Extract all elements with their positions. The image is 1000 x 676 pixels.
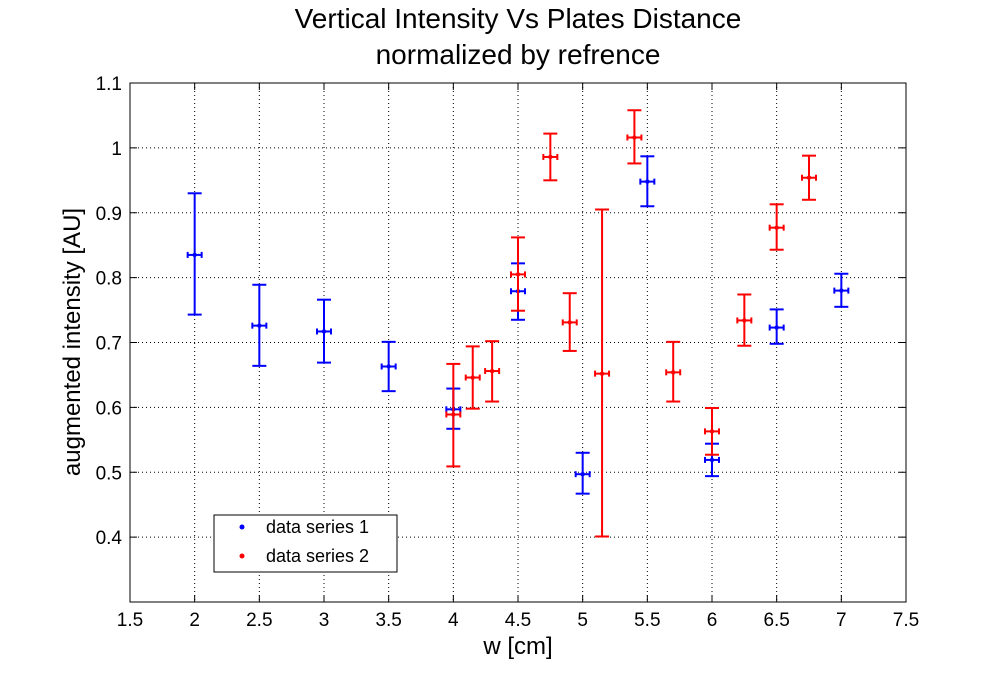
x-tick-label: 5.5: [634, 610, 660, 631]
data-point: [709, 429, 715, 434]
data-point: [632, 135, 637, 140]
x-tick-label: 1.5: [117, 610, 143, 631]
x-tick-label: 2.5: [246, 610, 272, 631]
chart-title-line-1: Vertical Intensity Vs Plates Distance: [295, 3, 742, 34]
data-point: [774, 325, 779, 330]
x-tick-label: 4.5: [505, 610, 531, 631]
y-tick-label: 0.9: [96, 204, 122, 225]
data-point: [257, 323, 262, 328]
x-tick-label: 6.5: [763, 610, 789, 631]
data-point: [839, 288, 844, 293]
x-tick-label: 4: [448, 610, 459, 631]
data-point: [548, 154, 553, 160]
series-2: [445, 109, 817, 538]
x-tick-label: 6: [707, 610, 718, 631]
data-point: [806, 175, 812, 180]
legend: data series 1 data series 2: [213, 514, 398, 573]
data-point: [567, 320, 572, 325]
data-point: [742, 318, 747, 323]
data-point: [671, 370, 676, 375]
y-tick-label: 1.1: [96, 74, 122, 95]
y-tick-label: 0.7: [96, 334, 122, 355]
data-point: [580, 471, 585, 477]
legend-label-series-1: data series 1: [266, 517, 369, 537]
data-point: [515, 272, 521, 277]
x-tick-label: 7: [836, 610, 847, 631]
data-point: [470, 375, 475, 380]
legend-marker-series-2: [239, 553, 245, 559]
data-point: [645, 179, 650, 184]
data-point: [192, 252, 197, 258]
chart-title-line-2: normalized by refrence: [376, 39, 661, 70]
y-tick-label: 1: [111, 139, 122, 160]
data-point: [451, 412, 456, 417]
data-point: [386, 364, 391, 369]
axis-ticks: 1.5 2 2.5 3 3.5 4 4.5 5 5.5 6 6.5 7 7.5 0.4 0.5 0.6 0.7 0…: [96, 74, 920, 631]
y-tick-label: 0.4: [96, 528, 123, 549]
y-tick-label: 0.8: [96, 269, 122, 290]
x-tick-label: 5: [577, 610, 588, 631]
legend-marker-series-1: [239, 524, 245, 530]
series-layer: [186, 109, 850, 538]
x-tick-label: 3.5: [375, 610, 401, 631]
data-point: [774, 225, 779, 230]
x-tick-label: 7.5: [893, 610, 919, 631]
y-tick-label: 0.5: [96, 463, 122, 484]
x-axis-label: w [cm]: [482, 633, 552, 660]
y-tick-label: 0.6: [96, 398, 122, 419]
data-point: [321, 329, 327, 334]
legend-box: [213, 514, 398, 573]
y-axis-label: augmented intensity [AU]: [59, 208, 86, 476]
data-point: [489, 368, 495, 374]
legend-label-series-2: data series 2: [266, 546, 369, 566]
x-tick-label: 2: [189, 610, 200, 631]
data-point: [599, 371, 605, 376]
data-point: [709, 457, 715, 463]
x-tick-label: 3: [319, 610, 330, 631]
